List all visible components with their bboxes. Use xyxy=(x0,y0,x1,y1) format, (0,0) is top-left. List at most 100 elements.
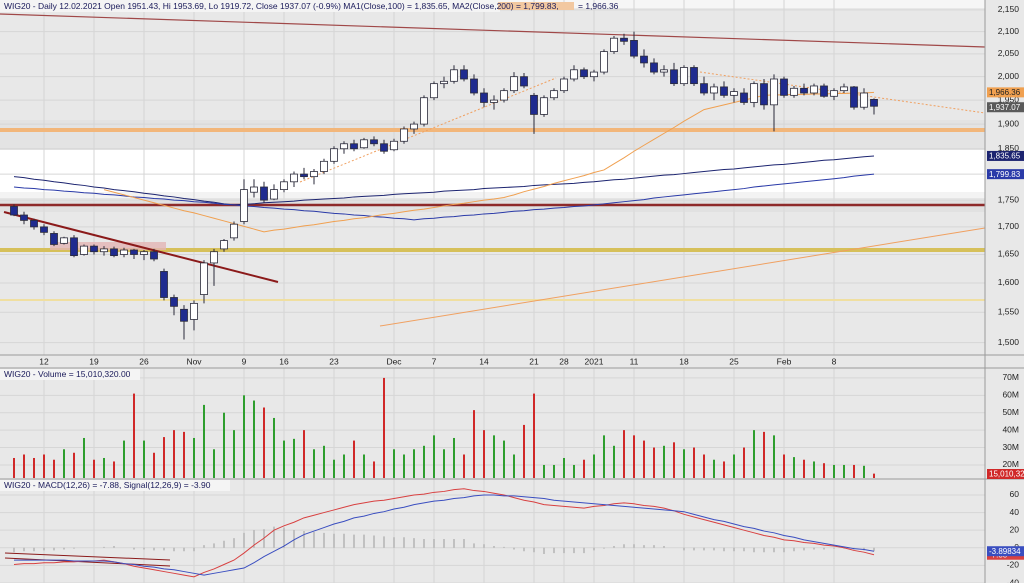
volume-title: WIG20 - Volume = 15,010,320.00 xyxy=(4,369,131,379)
volume-bar xyxy=(393,449,395,478)
x-tick-label: 7 xyxy=(432,356,437,366)
candle-body xyxy=(870,99,878,107)
candle-body xyxy=(570,69,578,80)
candle-body xyxy=(840,86,848,92)
candle-body xyxy=(780,78,788,96)
candle-body xyxy=(100,248,108,253)
y-tick-label: 1,550 xyxy=(998,307,1020,317)
volume-bar xyxy=(443,449,445,478)
candle-body xyxy=(680,67,688,85)
volume-bar xyxy=(353,440,355,478)
y-tick-label: 40M xyxy=(1002,424,1019,434)
volume-bar xyxy=(843,464,845,478)
volume-bar xyxy=(403,454,405,478)
candle-body xyxy=(750,83,758,103)
x-tick-label: 14 xyxy=(479,356,489,366)
y-tick-label: 1,650 xyxy=(998,249,1020,259)
candle-body xyxy=(110,248,118,257)
x-tick-label: Dec xyxy=(386,356,402,366)
candle-body xyxy=(140,251,148,255)
trend-line xyxy=(4,557,171,567)
candle-body xyxy=(580,69,588,78)
header-bg xyxy=(0,0,500,12)
candle-body xyxy=(220,240,228,250)
volume-bar xyxy=(453,437,455,478)
volume-bar xyxy=(373,461,375,478)
candle-body xyxy=(500,90,508,101)
price-badge: 1,966.36 xyxy=(989,88,1021,97)
candle-body xyxy=(370,139,378,145)
candle-body xyxy=(650,62,658,73)
candle-body xyxy=(830,90,838,97)
candle-body xyxy=(380,143,388,152)
candle-body xyxy=(10,206,18,216)
candle-body xyxy=(230,223,238,239)
candle-body xyxy=(60,237,68,244)
candle-body xyxy=(520,76,528,87)
candle-body xyxy=(860,92,868,108)
chart-title: WIG20 - Daily 12.02.2021 Open 1951.43, H… xyxy=(4,1,559,11)
volume-bar xyxy=(783,454,785,478)
candle-body xyxy=(240,189,248,222)
candle-body xyxy=(420,97,428,125)
volume-bar xyxy=(613,445,615,478)
candle-body xyxy=(560,78,568,92)
volume-bar xyxy=(543,464,545,478)
volume-bar xyxy=(83,437,85,478)
y-tick-label: 1,750 xyxy=(998,194,1020,204)
volume-bar xyxy=(213,449,215,478)
candle-body xyxy=(640,55,648,64)
volume-bar xyxy=(863,465,865,478)
volume-bar xyxy=(383,377,385,478)
volume-bar xyxy=(753,430,755,478)
candle-body xyxy=(660,69,668,73)
y-tick-label: -20 xyxy=(1007,560,1020,570)
x-tick-label: 25 xyxy=(729,356,739,366)
volume-bar xyxy=(413,449,415,478)
candle-body xyxy=(40,226,48,233)
volume-bar xyxy=(343,454,345,478)
candle-body xyxy=(150,251,158,260)
volume-bar xyxy=(233,430,235,478)
header-bg xyxy=(0,369,140,380)
candle-body xyxy=(170,297,178,307)
candle-body xyxy=(340,143,348,150)
macd-badge-bg xyxy=(987,546,1024,557)
line-series xyxy=(13,155,875,206)
volume-bar xyxy=(13,457,15,478)
x-tick-label: 11 xyxy=(630,356,639,366)
x-tick-label: 21 xyxy=(529,356,539,366)
volume-bar xyxy=(803,459,805,478)
volume-badge: 15,010,320 xyxy=(989,470,1024,479)
candle-body xyxy=(490,99,498,103)
candle-body xyxy=(20,214,28,221)
y-tick-label: 1,700 xyxy=(998,221,1020,231)
candle-body xyxy=(260,186,268,201)
volume-bar xyxy=(593,454,595,478)
volume-bar xyxy=(243,395,245,478)
candle-body xyxy=(530,94,538,115)
price-badge: 1,835.65 xyxy=(989,152,1021,161)
volume-bar xyxy=(113,461,115,478)
x-tick-label: 16 xyxy=(279,356,289,366)
candle-body xyxy=(160,271,168,298)
volume-bar xyxy=(173,430,175,478)
candle-body xyxy=(670,69,678,85)
candle-body xyxy=(300,173,308,178)
volume-bar xyxy=(493,435,495,478)
volume-bar xyxy=(693,447,695,478)
volume-bar xyxy=(703,454,705,478)
candle-body xyxy=(250,186,258,193)
zone xyxy=(50,242,166,250)
volume-bar xyxy=(203,404,205,478)
price-badge-bg xyxy=(987,87,1024,98)
volume-bar xyxy=(873,473,875,478)
y-tick-label: 60M xyxy=(1002,390,1019,400)
y-tick-label: 20M xyxy=(1002,459,1019,469)
candle-body xyxy=(470,78,478,94)
candle-body xyxy=(430,83,438,99)
volume-bar xyxy=(53,459,55,478)
candle-body xyxy=(450,69,458,82)
